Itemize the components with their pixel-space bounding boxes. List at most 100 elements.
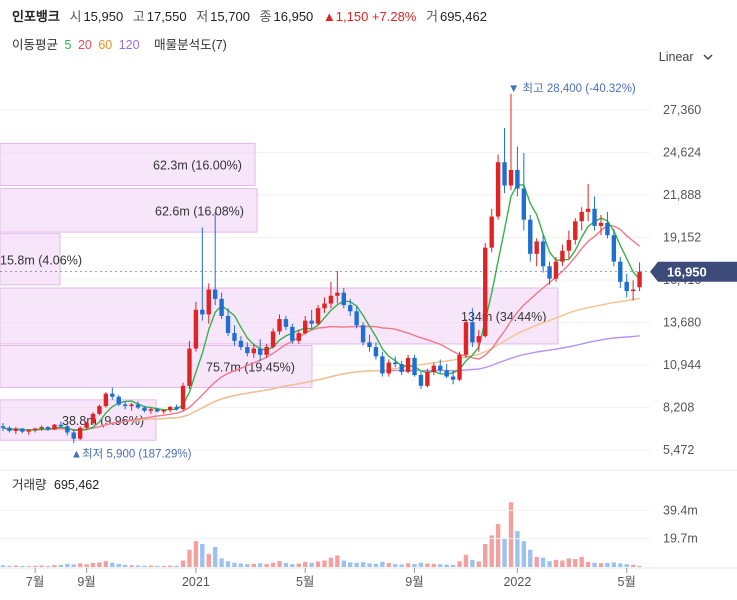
volume-bar bbox=[65, 563, 70, 567]
volume-bar bbox=[277, 560, 282, 567]
volume-bar bbox=[489, 535, 494, 567]
y-tick-label: 10,944 bbox=[663, 358, 701, 372]
volume-bar bbox=[142, 565, 147, 567]
candle bbox=[528, 215, 533, 262]
volume-bar bbox=[322, 560, 327, 567]
candle bbox=[283, 315, 289, 330]
volume-bar bbox=[212, 546, 218, 567]
candle bbox=[348, 298, 353, 316]
volume-bar bbox=[476, 561, 482, 567]
candle-body bbox=[77, 427, 83, 439]
candle-body bbox=[431, 365, 437, 372]
volume-bar bbox=[0, 565, 6, 567]
candle bbox=[39, 425, 44, 431]
candle bbox=[380, 351, 385, 377]
candle bbox=[393, 356, 398, 368]
candle bbox=[579, 207, 584, 231]
volume-bar bbox=[187, 549, 192, 567]
volume-label: 거 bbox=[426, 9, 438, 24]
candle bbox=[187, 340, 192, 389]
candle-body bbox=[148, 409, 154, 411]
candle-body bbox=[341, 292, 346, 306]
ma20-label: 20 bbox=[77, 38, 92, 52]
candle bbox=[573, 218, 578, 245]
volume-bar bbox=[58, 564, 64, 567]
candle-body bbox=[155, 409, 160, 412]
candle-body bbox=[585, 208, 591, 212]
candle bbox=[618, 256, 623, 289]
volume-bar bbox=[290, 564, 295, 567]
candle bbox=[598, 215, 604, 236]
candle bbox=[322, 297, 327, 313]
x-tick-label: 5월 bbox=[296, 575, 314, 589]
candle-body bbox=[142, 407, 147, 411]
y-tick-label: 21,888 bbox=[663, 188, 701, 202]
candle-body bbox=[135, 404, 141, 408]
volume-bar bbox=[367, 563, 372, 567]
candle bbox=[566, 230, 572, 259]
candle bbox=[116, 395, 121, 407]
volume-bar bbox=[328, 557, 334, 567]
candle-body bbox=[386, 362, 391, 374]
candle bbox=[463, 319, 469, 358]
candle-body bbox=[508, 169, 514, 186]
candle bbox=[277, 314, 282, 335]
close-label: 종 bbox=[259, 9, 272, 24]
candle bbox=[637, 262, 642, 292]
candle-body bbox=[438, 365, 443, 371]
candle-body bbox=[32, 428, 38, 431]
time-axis: 7월 9월 2021 5월 9월 2022 5월 bbox=[26, 568, 636, 589]
candle-body bbox=[393, 362, 398, 365]
volume-profile-bar bbox=[0, 143, 256, 186]
high-value: 17,550 bbox=[146, 9, 187, 24]
candle-body bbox=[167, 406, 173, 410]
volume-bar bbox=[360, 562, 366, 567]
volume-axis: 39.4m 19.7m bbox=[0, 503, 698, 546]
volume-bar bbox=[90, 562, 96, 567]
candle bbox=[540, 235, 546, 273]
candle-body bbox=[611, 235, 617, 262]
candle-body bbox=[367, 342, 372, 348]
volume-bar bbox=[341, 560, 346, 567]
volume-bar bbox=[380, 561, 385, 567]
candle-body bbox=[315, 308, 321, 324]
candle-body bbox=[540, 241, 546, 267]
candle-body bbox=[592, 208, 597, 226]
volume-bar bbox=[438, 564, 443, 567]
candle-body bbox=[232, 333, 237, 341]
volume-bar bbox=[618, 563, 623, 567]
close-value: 16,950 bbox=[273, 9, 314, 24]
candle-body bbox=[322, 303, 327, 309]
candle bbox=[553, 256, 559, 282]
candle bbox=[52, 423, 57, 431]
y-tick-label: 5,472 bbox=[663, 443, 694, 457]
volume-bar bbox=[463, 554, 469, 567]
candle bbox=[148, 407, 154, 414]
volume-bar bbox=[412, 563, 417, 567]
volume-bar bbox=[200, 544, 205, 567]
candle bbox=[200, 227, 205, 321]
candle bbox=[296, 329, 301, 344]
candle-body bbox=[605, 222, 610, 236]
volume-profile-label: 15.8m (4.06%) bbox=[0, 253, 82, 267]
candle bbox=[508, 93, 514, 191]
candle-body bbox=[7, 427, 12, 431]
volume-bar bbox=[20, 565, 25, 567]
candle-body bbox=[251, 348, 256, 354]
candle bbox=[476, 329, 482, 352]
candle-body bbox=[528, 219, 533, 254]
volume-profile-label: 매물분석도(7) bbox=[154, 38, 227, 52]
volume-bar bbox=[161, 565, 166, 567]
volume-bar bbox=[245, 564, 250, 567]
volume-bar bbox=[193, 541, 199, 567]
volume-bar bbox=[71, 564, 76, 567]
volume-bar bbox=[502, 538, 507, 567]
candle-body bbox=[418, 375, 424, 386]
candle-body bbox=[20, 428, 25, 432]
volume-bar bbox=[611, 562, 617, 567]
candle-body bbox=[110, 393, 115, 397]
candle bbox=[32, 427, 38, 433]
scale-selector[interactable]: Linear bbox=[659, 50, 713, 64]
candle-body bbox=[65, 426, 70, 433]
